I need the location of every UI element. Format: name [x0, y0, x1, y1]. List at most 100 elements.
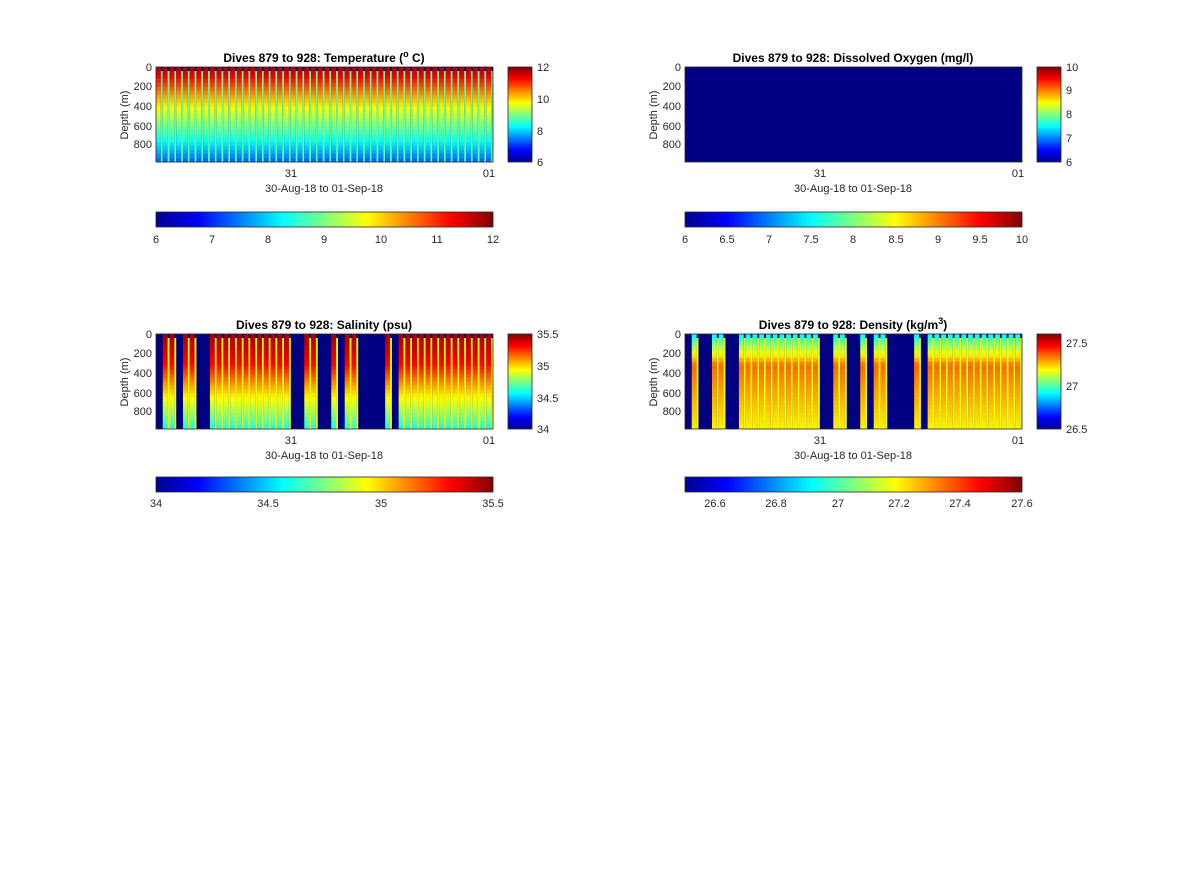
- profile-cell: [358, 150, 364, 155]
- profile-cell: [988, 401, 994, 406]
- profile-cell: [466, 86, 471, 92]
- profile-cell: [182, 154, 188, 159]
- profile-cell: [479, 90, 485, 96]
- profile-cell: [779, 369, 785, 374]
- profile-cell: [351, 102, 357, 107]
- profile-cell: [914, 389, 920, 394]
- profile-cell: [472, 106, 478, 111]
- profile-cell: [745, 397, 751, 402]
- profile-cell: [209, 345, 215, 351]
- profile-gap: [817, 337, 820, 429]
- profile-cell: [182, 393, 188, 398]
- profile-cell: [189, 138, 195, 143]
- profile-cell: [398, 357, 404, 363]
- profile-cell: [718, 365, 724, 370]
- profile-cell: [371, 67, 377, 72]
- profile-cell: [459, 114, 465, 119]
- profile-cell: [873, 361, 879, 366]
- profile-cell: [182, 130, 188, 135]
- profile-cell: [439, 114, 444, 119]
- profile-cell: [968, 413, 973, 418]
- profile-cell: [459, 158, 465, 163]
- profile-cell: [1008, 377, 1014, 382]
- profile-cell: [452, 393, 458, 398]
- profile-cell: [466, 353, 471, 359]
- profile-cell: [324, 98, 330, 103]
- profile-cell: [813, 401, 818, 406]
- profile-cell: [176, 70, 182, 76]
- profile-cell: [230, 417, 235, 422]
- profile-cell: [459, 110, 465, 115]
- profile-cell: [759, 345, 764, 351]
- profile-cell: [189, 142, 195, 147]
- profile-cell: [182, 114, 188, 119]
- profile-cell: [691, 361, 697, 366]
- profile-cell: [711, 337, 717, 343]
- profile-cell: [412, 146, 417, 151]
- profile-cell: [452, 389, 458, 394]
- profile-cell: [1008, 357, 1014, 363]
- profile-cell: [391, 86, 397, 92]
- profile-cell: [432, 118, 438, 123]
- profile-cell: [270, 369, 276, 374]
- profile-cell: [833, 389, 839, 394]
- profile-cell: [873, 341, 879, 347]
- profile-cell: [752, 413, 758, 418]
- profile-cell: [466, 341, 471, 347]
- profile-cell: [988, 389, 994, 394]
- profile-cell: [466, 82, 471, 88]
- profile-cell: [189, 102, 195, 107]
- profile-cell: [786, 405, 791, 410]
- profile-cell: [452, 90, 458, 96]
- profile-cell: [223, 345, 229, 351]
- profile-cell: [439, 365, 444, 370]
- profile-cell: [156, 82, 161, 88]
- profile-cell: [988, 421, 994, 426]
- profile-cell: [162, 118, 168, 123]
- profile-cell: [961, 377, 967, 382]
- profile-cell: [398, 401, 404, 406]
- profile-cell: [860, 393, 866, 398]
- profile-cell: [1008, 409, 1014, 414]
- density-heatmap: [685, 334, 1022, 430]
- profile-cell: [439, 381, 444, 386]
- profile-cell: [304, 98, 310, 103]
- profile-cell: [324, 86, 330, 92]
- profile-gap: [484, 70, 487, 162]
- profile-cell: [230, 409, 235, 414]
- profile-cell: [718, 357, 724, 363]
- profile-cell: [745, 401, 751, 406]
- temperature-hbar-tick: 8: [265, 234, 271, 246]
- profile-gap: [919, 337, 921, 429]
- profile-cell: [880, 349, 886, 355]
- profile-cell: [914, 337, 920, 343]
- profile-cell: [304, 389, 310, 394]
- profile-cell: [765, 349, 771, 355]
- profile-cell: [459, 134, 465, 139]
- profile-cell: [472, 353, 478, 359]
- profile-cell: [439, 334, 444, 339]
- profile-cell: [813, 389, 818, 394]
- profile-cell: [752, 425, 758, 430]
- profile-cell: [486, 98, 492, 103]
- profile-cell: [412, 126, 417, 131]
- profile-cell: [452, 365, 458, 370]
- profile-cell: [405, 142, 411, 147]
- profile-cell: [439, 353, 444, 359]
- profile-cell: [439, 401, 444, 406]
- profile-cell: [290, 158, 296, 163]
- profile-cell: [230, 421, 235, 426]
- profile-cell: [425, 349, 431, 355]
- profile-cell: [189, 130, 195, 135]
- profile-cell: [968, 357, 973, 363]
- profile-cell: [880, 405, 886, 410]
- profile-cell: [1015, 349, 1021, 355]
- profile-cell: [385, 74, 391, 80]
- profile-cell: [344, 86, 350, 92]
- profile-cell: [954, 385, 960, 390]
- density-axes-box: [684, 333, 1023, 430]
- profile-cell: [311, 417, 316, 422]
- profile-cell: [860, 425, 866, 430]
- profile-cell: [432, 134, 438, 139]
- profile-cell: [786, 425, 791, 430]
